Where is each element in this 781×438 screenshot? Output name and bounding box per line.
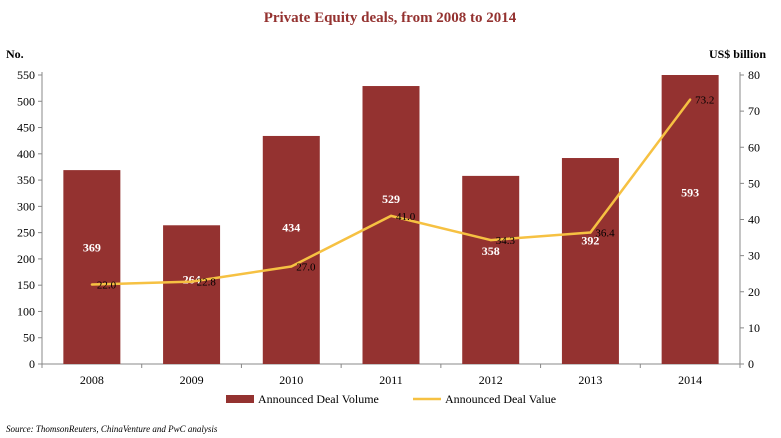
y-left-tick-label: 200 bbox=[17, 252, 35, 266]
y-right-tick-label: 0 bbox=[748, 357, 754, 371]
bar bbox=[462, 175, 520, 364]
y-right-tick-label: 40 bbox=[748, 213, 760, 227]
line-point bbox=[589, 231, 592, 234]
y-left-tick-label: 250 bbox=[17, 226, 35, 240]
line-data-label: 22.8 bbox=[197, 277, 217, 289]
x-tick-label: 2011 bbox=[379, 373, 403, 387]
bar bbox=[63, 170, 121, 364]
bar-data-label: 593 bbox=[681, 185, 699, 199]
line-point bbox=[290, 265, 293, 268]
line-point bbox=[389, 214, 393, 218]
y-right-axis-label: US$ billion bbox=[709, 47, 766, 61]
bar bbox=[661, 75, 719, 364]
bar-data-label: 369 bbox=[83, 241, 101, 255]
y-left-tick-label: 300 bbox=[17, 199, 35, 213]
legend-label-volume: Announced Deal Volume bbox=[258, 392, 379, 406]
line-data-label: 22.0 bbox=[97, 280, 117, 292]
line-data-label: 73.2 bbox=[695, 95, 714, 107]
x-tick-label: 2009 bbox=[180, 373, 204, 387]
bar bbox=[262, 135, 320, 364]
legend-swatch-volume bbox=[226, 395, 254, 403]
y-left-tick-label: 400 bbox=[17, 147, 35, 161]
y-left-tick-label: 0 bbox=[29, 357, 35, 371]
line-point bbox=[688, 98, 692, 101]
y-left-tick-label: 450 bbox=[17, 121, 35, 135]
bar-data-label: 264 bbox=[183, 273, 201, 287]
y-left-tick-label: 550 bbox=[17, 68, 35, 82]
y-right-tick-label: 50 bbox=[748, 176, 760, 190]
line-series bbox=[90, 98, 692, 286]
x-tick-labels: 2008 2009 2010 2011 2012 2013 2014 bbox=[80, 373, 702, 387]
bar bbox=[163, 225, 221, 364]
line-point-labels: 22.0 22.8 27.0 41.0 34.3 36.4 73.2 bbox=[97, 95, 715, 292]
legend-label-value: Announced Deal Value bbox=[445, 392, 556, 406]
line-data-label: 41.0 bbox=[396, 211, 416, 223]
bar-data-label: 529 bbox=[382, 192, 400, 206]
y-right-tick-label: 70 bbox=[748, 104, 760, 118]
x-tick-label: 2014 bbox=[678, 373, 702, 387]
bar-data-label: 358 bbox=[482, 244, 500, 258]
line-data-label: 34.3 bbox=[496, 235, 516, 247]
bar-series bbox=[63, 75, 719, 364]
y-left-tick-label: 500 bbox=[17, 94, 35, 108]
y-right-tick-labels: 0 10 20 30 40 50 60 70 80 bbox=[748, 68, 760, 371]
line-point bbox=[90, 283, 94, 286]
source-note: Source: ThomsonReuters, ChinaVenture and… bbox=[6, 424, 218, 434]
bar-labels: 369 264 434 529 358 392 593 bbox=[83, 185, 699, 286]
line-data-label: 27.0 bbox=[296, 261, 316, 273]
bar-data-label: 434 bbox=[282, 221, 300, 235]
y-left-tick-label: 150 bbox=[17, 278, 35, 292]
x-tick-label: 2012 bbox=[479, 373, 503, 387]
y-left-tick-label: 350 bbox=[17, 173, 35, 187]
bar bbox=[561, 158, 619, 364]
y-left-tick-labels: 0 50 100 150 200 250 300 350 400 450 500 550 bbox=[17, 68, 35, 371]
y-left-tick-label: 100 bbox=[17, 304, 35, 318]
y-right-tick-label: 80 bbox=[748, 68, 760, 82]
bar-data-label: 392 bbox=[581, 234, 599, 248]
legend: Announced Deal Volume Announced Deal Val… bbox=[226, 392, 556, 406]
y-right-tick-label: 60 bbox=[748, 140, 760, 154]
y-left-axis-label: No. bbox=[6, 47, 24, 61]
y-right-tick-label: 30 bbox=[748, 249, 760, 263]
chart-title: Private Equity deals, from 2008 to 2014 bbox=[264, 10, 517, 26]
x-tick-label: 2010 bbox=[279, 373, 303, 387]
line-point bbox=[489, 238, 492, 242]
line-point bbox=[190, 280, 193, 283]
line-data-label: 36.4 bbox=[595, 228, 615, 240]
y-right-tick-label: 20 bbox=[748, 285, 760, 299]
x-tick-label: 2008 bbox=[80, 373, 104, 387]
y-right-tick-label: 10 bbox=[748, 321, 760, 335]
x-tick-label: 2013 bbox=[578, 373, 602, 387]
y-left-tick-label: 50 bbox=[23, 331, 35, 345]
